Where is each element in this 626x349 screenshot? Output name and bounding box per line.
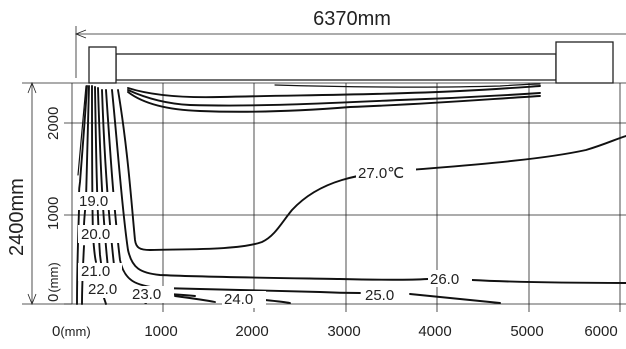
x-tick-label: 5000 xyxy=(510,323,543,340)
width-dimension: 6370mm xyxy=(74,8,626,78)
contour-line xyxy=(471,279,626,284)
contour-line xyxy=(77,85,87,176)
contour-line xyxy=(76,209,80,305)
contour-lines xyxy=(76,83,626,305)
y-axis: 2000 1000 0 (mm) xyxy=(45,107,62,302)
contour-line xyxy=(127,91,541,113)
contour-label-25: 25.0 xyxy=(365,287,394,304)
x-tick-label: 1000 xyxy=(144,323,177,340)
y-origin-zero: 0 xyxy=(45,294,62,302)
contour-label-23: 23.0 xyxy=(132,286,161,303)
contour-line xyxy=(274,83,541,88)
width-label: 6370mm xyxy=(313,8,391,30)
ceiling-equipment xyxy=(88,41,614,84)
x-tick-label: 6000 xyxy=(584,323,617,340)
contour-line xyxy=(174,295,216,303)
x-tick-label: 2000 xyxy=(235,323,268,340)
y-tick-label: 1000 xyxy=(45,197,62,230)
contour-line xyxy=(111,89,429,281)
y-origin-label: 0 (mm) xyxy=(45,262,62,302)
x-origin-label: 0(mm) xyxy=(52,323,91,340)
contour-label-22: 22.0 xyxy=(88,281,117,298)
contour-line xyxy=(105,89,361,294)
contour-line xyxy=(409,293,501,304)
contour-label-24: 24.0 xyxy=(224,291,253,308)
contour-label-19: 19.0 xyxy=(79,193,108,210)
contour-line xyxy=(117,89,626,251)
height-label: 2400mm xyxy=(6,178,28,256)
contour-line xyxy=(78,85,88,196)
x-origin-unit: (mm) xyxy=(60,324,90,339)
y-tick-label: 2000 xyxy=(45,107,62,140)
contour-line xyxy=(94,86,107,285)
x-tick-label: 3000 xyxy=(327,323,360,340)
height-dimension: 2400mm xyxy=(6,81,72,306)
contour-line xyxy=(127,85,541,99)
x-tick-label: 4000 xyxy=(418,323,451,340)
contour-label-21: 21.0 xyxy=(81,263,110,280)
plot-grid xyxy=(64,82,626,312)
contour-label-26: 26.0 xyxy=(430,271,459,288)
contour-line xyxy=(91,85,97,263)
x-origin-zero: 0 xyxy=(52,323,60,340)
contour-line xyxy=(264,299,291,304)
contour-label-20: 20.0 xyxy=(81,226,110,243)
contour-line xyxy=(127,89,541,107)
y-origin-unit: (mm) xyxy=(46,262,61,292)
contour-labels: 19.0 20.0 21.0 22.0 23.0 24.0 25.0 26.0 … xyxy=(76,164,472,308)
x-axis: 0(mm) 1000 2000 3000 4000 5000 6000 xyxy=(52,323,618,340)
contour-label-27: 27.0℃ xyxy=(358,165,404,182)
